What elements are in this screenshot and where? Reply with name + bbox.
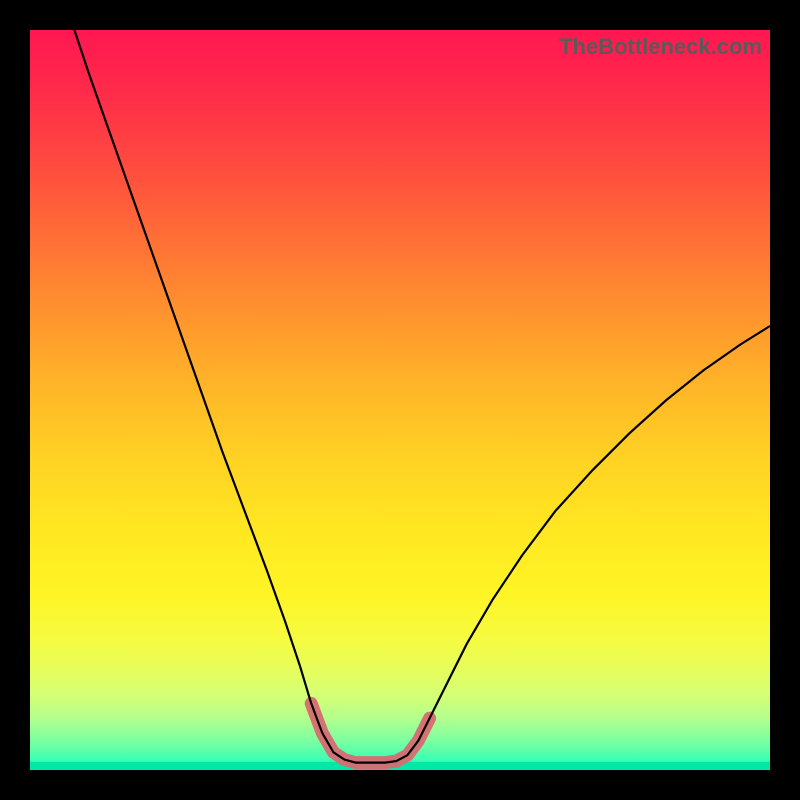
curves-layer xyxy=(30,30,770,770)
bottom-highlight xyxy=(311,703,429,762)
chart-frame: TheBottleneck.com xyxy=(0,0,800,800)
plot-area: TheBottleneck.com xyxy=(30,30,770,770)
bottleneck-curve xyxy=(74,30,770,763)
